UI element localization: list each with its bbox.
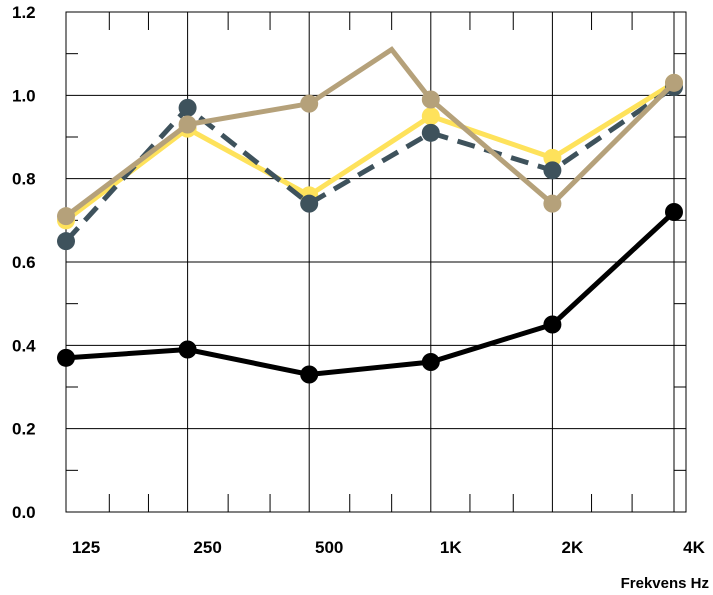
y-tick-label: 0.6 (12, 253, 36, 272)
y-tick-label: 0.8 (12, 170, 36, 189)
series-line (64, 80, 676, 223)
data-point (57, 232, 75, 251)
x-tick-label: 500 (315, 538, 343, 557)
data-point (543, 194, 562, 213)
data-point (57, 207, 75, 226)
data-point (300, 94, 319, 113)
chart-series (57, 46, 683, 384)
x-tick-label: 125 (72, 538, 100, 557)
data-point (178, 340, 197, 359)
y-tick-label: 0.4 (12, 336, 36, 355)
data-point (665, 203, 683, 221)
data-point (421, 123, 440, 142)
data-point (665, 73, 683, 92)
x-tick-label: 250 (193, 538, 221, 557)
data-point (543, 148, 562, 167)
series-line (65, 210, 676, 378)
y-tick-label: 1.2 (12, 3, 36, 22)
x-axis-ticks: 125 250 500 1K 2K 4K (72, 538, 706, 557)
series-3 (57, 46, 683, 226)
data-point (57, 348, 75, 367)
data-point (543, 161, 562, 180)
y-axis-ticks: 0.0 0.2 0.4 0.6 0.8 1.0 1.2 (12, 3, 36, 522)
y-tick-label: 0.0 (12, 503, 36, 522)
data-point (300, 365, 319, 384)
data-point (300, 194, 319, 213)
series-line (64, 46, 676, 219)
x-axis-label: Frekvens Hz (621, 575, 709, 592)
y-tick-label: 0.2 (12, 420, 36, 439)
x-tick-label: 4K (683, 538, 705, 557)
data-point (421, 353, 440, 371)
data-point (543, 315, 562, 334)
x-tick-label: 1K (440, 538, 462, 557)
y-tick-label: 1.0 (12, 86, 36, 105)
x-tick-label: 2K (562, 538, 584, 557)
chart-grid (65, 11, 687, 513)
series-0 (57, 203, 683, 384)
data-point (178, 115, 197, 134)
series-line (64, 84, 676, 243)
data-point (421, 90, 440, 109)
data-point (178, 98, 197, 117)
data-point (421, 107, 440, 126)
